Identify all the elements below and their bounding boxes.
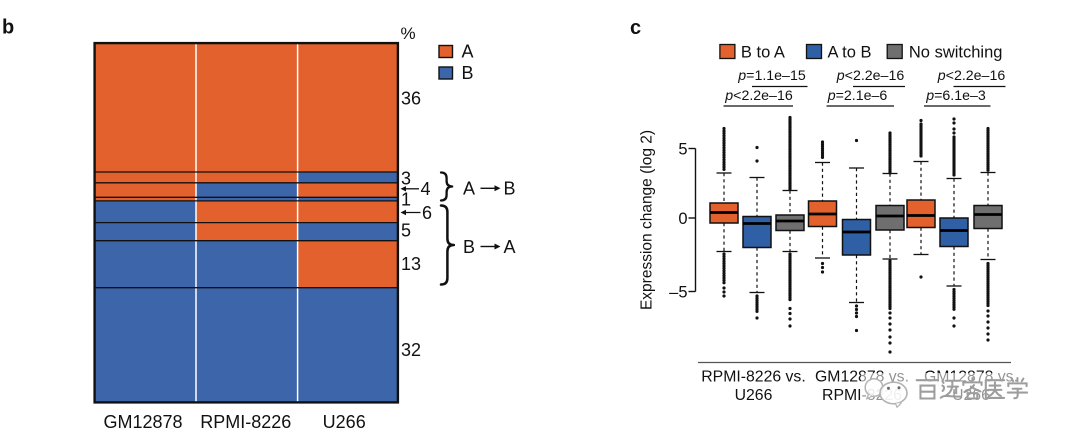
svg-text:b: b [2,17,14,39]
svg-text:p=2.1e–6: p=2.1e–6 [827,88,888,104]
svg-text:RPMI-8226: RPMI-8226 [200,412,291,432]
svg-text:6: 6 [422,203,432,223]
svg-text:B: B [462,63,474,83]
svg-text:13: 13 [401,254,421,274]
svg-text:–5: –5 [669,283,687,301]
svg-text:A: A [462,42,474,62]
svg-text:U266: U266 [323,412,366,432]
svg-text:c: c [630,17,641,39]
svg-text:GM12878: GM12878 [103,412,182,432]
svg-text:B to A: B to A [741,43,785,61]
svg-text:B: B [463,237,475,257]
svg-text:U266: U266 [735,387,773,404]
svg-text:p<2.2e–16: p<2.2e–16 [937,68,1006,84]
svg-text:p<2.2e–16: p<2.2e–16 [724,88,793,104]
svg-text:%: % [401,24,416,43]
svg-text:5: 5 [678,140,687,158]
svg-text:5: 5 [401,220,411,240]
svg-text:p=1.1e–15: p=1.1e–15 [737,68,806,84]
svg-text:p<2.2e–16: p<2.2e–16 [836,68,905,84]
svg-text:A to B: A to B [828,43,872,61]
svg-text:A: A [463,179,475,199]
svg-text:4: 4 [421,179,431,199]
svg-text:p=6.1e–3: p=6.1e–3 [925,88,986,104]
svg-text:RPMI-8226 vs.: RPMI-8226 vs. [701,369,805,386]
svg-text:A: A [504,237,516,257]
svg-text:Expression change (log 2): Expression change (log 2) [639,130,656,310]
svg-text:3: 3 [401,169,411,189]
svg-text:No switching: No switching [909,43,1003,61]
svg-text:0: 0 [678,210,687,228]
svg-text:32: 32 [401,340,421,360]
svg-text:1: 1 [401,189,411,209]
svg-text:36: 36 [401,88,421,108]
svg-text:B: B [504,179,516,199]
